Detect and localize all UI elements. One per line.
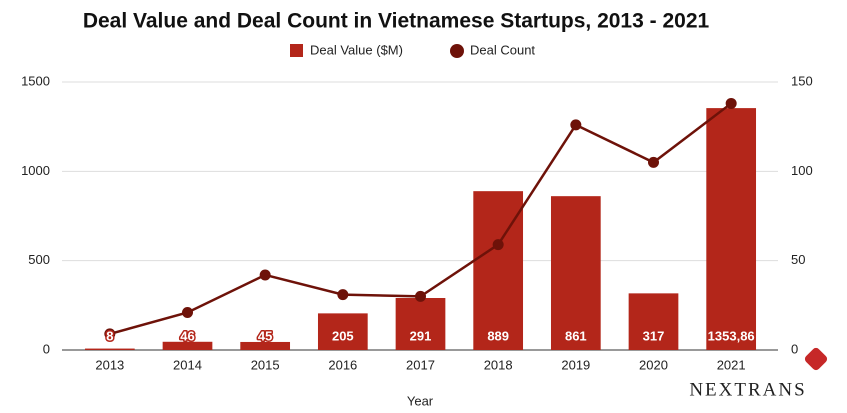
logo-icon xyxy=(804,347,828,371)
x-tick-label: 2013 xyxy=(95,357,124,372)
legend-label: Deal Value ($M) xyxy=(310,42,403,57)
legend-label: Deal Count xyxy=(470,42,535,57)
y2-tick-label: 0 xyxy=(791,341,798,356)
value-label: 45 xyxy=(258,328,272,343)
x-axis-label: Year xyxy=(407,393,434,408)
bar xyxy=(317,313,368,350)
y-tick-label: 1500 xyxy=(21,73,50,88)
legend-swatch xyxy=(290,44,303,57)
value-label: 317 xyxy=(643,328,665,343)
bar xyxy=(473,191,524,350)
line-marker xyxy=(182,306,193,318)
line-marker xyxy=(725,97,737,109)
y-tick-label: 0 xyxy=(43,341,50,356)
line-marker xyxy=(415,290,426,302)
line-marker xyxy=(337,289,349,301)
x-tick-label: 2014 xyxy=(173,357,202,372)
value-label: 291 xyxy=(410,328,432,343)
logo-text: NEXTRANS xyxy=(689,379,806,400)
bar xyxy=(84,348,135,350)
x-tick-label: 2018 xyxy=(484,357,513,372)
value-label: 861 xyxy=(565,328,587,343)
value-label: 205 xyxy=(332,328,354,343)
y2-tick-label: 100 xyxy=(791,163,813,178)
bar xyxy=(550,196,601,350)
line-marker xyxy=(259,269,271,281)
value-label: 46 xyxy=(180,328,194,343)
bar xyxy=(162,341,213,350)
y2-tick-label: 50 xyxy=(791,252,805,267)
y2-tick-label: 150 xyxy=(791,73,813,88)
line-marker xyxy=(492,239,504,251)
y-tick-label: 1000 xyxy=(21,163,50,178)
line-marker xyxy=(570,119,582,131)
line-marker xyxy=(648,156,659,168)
y-tick-label: 500 xyxy=(28,252,50,267)
x-tick-label: 2019 xyxy=(561,357,590,372)
x-tick-label: 2016 xyxy=(328,357,357,372)
x-tick-label: 2021 xyxy=(717,357,746,372)
x-tick-label: 2020 xyxy=(639,357,668,372)
value-label: 1353,86 xyxy=(708,328,755,343)
bar xyxy=(395,298,446,350)
bar xyxy=(240,341,291,350)
chart-title: Deal Value and Deal Count in Vietnamese … xyxy=(83,10,710,33)
value-label: 889 xyxy=(487,328,509,343)
legend-swatch xyxy=(450,44,464,58)
x-tick-label: 2015 xyxy=(251,357,280,372)
logo: NEXTRANS xyxy=(689,347,828,400)
x-tick-label: 2017 xyxy=(406,357,435,372)
bar xyxy=(628,293,679,350)
value-label: 8 xyxy=(106,328,113,343)
line-marker xyxy=(104,328,116,340)
bar xyxy=(706,108,757,350)
